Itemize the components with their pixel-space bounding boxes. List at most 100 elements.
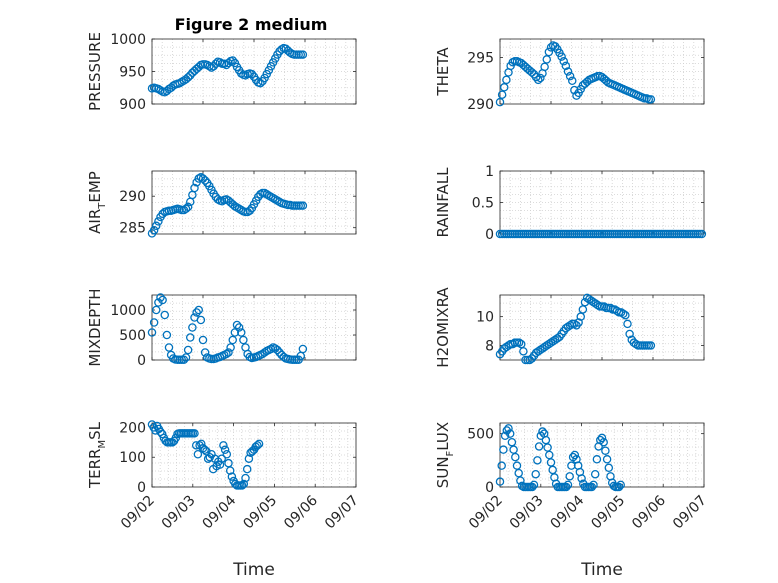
y-axis-label: RAINFALL [434, 167, 452, 238]
data-point [553, 334, 562, 343]
data-point [154, 298, 163, 307]
data-point [196, 315, 206, 325]
data-point [497, 461, 506, 470]
data-point [256, 78, 265, 88]
data-point [529, 480, 539, 490]
axes-h2omixra: 8 10 H2OMIXRA [434, 287, 705, 368]
axes-pressure: 900 950 1000 PRESSURE [86, 32, 357, 113]
data-point [230, 328, 240, 337]
data-point [273, 345, 282, 355]
data-point [236, 328, 246, 337]
data-point [570, 450, 580, 460]
y-axis-label-subscript: F [445, 450, 456, 456]
y-tick-label: 100 [119, 450, 146, 466]
data-point [565, 321, 575, 330]
data-point [162, 330, 172, 340]
y-axis-label: MIXDEPTH [86, 288, 104, 366]
data-point [516, 476, 525, 485]
data-point [616, 308, 626, 317]
data-point [544, 47, 554, 57]
data-point [538, 427, 547, 436]
data-point [228, 56, 237, 65]
data-point [534, 347, 543, 356]
data-point [565, 472, 574, 481]
axes-air_temp: 285 290 AIRTEMP [86, 170, 357, 238]
data-point [220, 445, 230, 455]
data-point [149, 225, 159, 235]
axes-frame [499, 422, 705, 488]
data-point [225, 466, 235, 475]
data-point [151, 305, 161, 315]
data-point [499, 83, 509, 92]
data-point [188, 323, 197, 332]
data-point [548, 336, 558, 346]
data-point [540, 342, 549, 352]
data-point [542, 341, 552, 350]
data-point [557, 52, 566, 61]
data-point [589, 297, 598, 307]
data-point [222, 450, 232, 459]
data-point [621, 310, 630, 320]
data-point [536, 345, 545, 355]
x-tick-label: 09/06 [281, 492, 321, 532]
data-point [224, 58, 233, 68]
data-point [185, 333, 195, 342]
x-tick-label: 09/07 [670, 493, 710, 533]
y-axis-label-tail: EMP [86, 171, 104, 202]
data-point [499, 445, 508, 454]
data-point [245, 206, 254, 215]
data-point [181, 204, 191, 214]
data-point [561, 323, 571, 333]
y-axis-label: TERRMSL [86, 421, 108, 489]
data-point [614, 482, 624, 492]
axes-terr_msl: 0 100 200 09/02 09/03 09/04 09/05 09/06 09/07 Tim… [86, 420, 362, 580]
axes-rainfall: 0 0.5 1 RAINFALL [434, 164, 707, 243]
data-point [500, 431, 510, 441]
data-point [601, 446, 610, 455]
data-point [198, 174, 208, 183]
data-point [534, 442, 544, 451]
x-tick-label: 09/04 [548, 492, 588, 532]
x-tick-label: 09/05 [240, 493, 280, 533]
data-point [164, 343, 174, 352]
data-point [298, 344, 308, 354]
data-point [222, 349, 231, 359]
data-point [697, 229, 707, 239]
data-point [247, 69, 257, 79]
axes-sun_flux: 0 500 09/02 09/03 09/04 09/05 09/06 09/07 Time SU… [434, 422, 710, 580]
data-point [151, 221, 161, 231]
data-point [533, 456, 542, 465]
axes-mixdepth: 0 500 1000 MIXDEPTH [86, 288, 357, 369]
data-point [183, 202, 193, 212]
data-point [200, 176, 210, 185]
data-point [519, 347, 528, 356]
y-tick-label: 1 [485, 164, 494, 180]
data-point [502, 75, 511, 85]
data-point [149, 318, 159, 327]
data-point [604, 463, 614, 473]
y-axis-label-subscript: T [97, 202, 108, 210]
data-point [527, 68, 537, 77]
x-tick-label: 09/03 [507, 493, 547, 533]
data-point [599, 437, 608, 447]
y-axis-label: H2OMIXRA [434, 287, 452, 368]
data-point [183, 345, 193, 355]
data-point [154, 217, 163, 226]
data-point [239, 335, 248, 345]
data-point [192, 308, 201, 317]
data-point [226, 343, 235, 352]
data-point [559, 57, 569, 66]
y-axis-label: PRESSURE [86, 32, 104, 111]
data-point [185, 71, 195, 80]
data-point [623, 319, 632, 329]
data-point [534, 75, 543, 85]
y-axis-label-tail: LUX [434, 422, 452, 451]
data-point [540, 62, 549, 72]
data-point [224, 348, 233, 357]
x-tick-label: 09/03 [159, 493, 199, 533]
data-point [531, 348, 541, 358]
data-point [574, 318, 583, 327]
y-tick-label: 0 [137, 353, 146, 369]
